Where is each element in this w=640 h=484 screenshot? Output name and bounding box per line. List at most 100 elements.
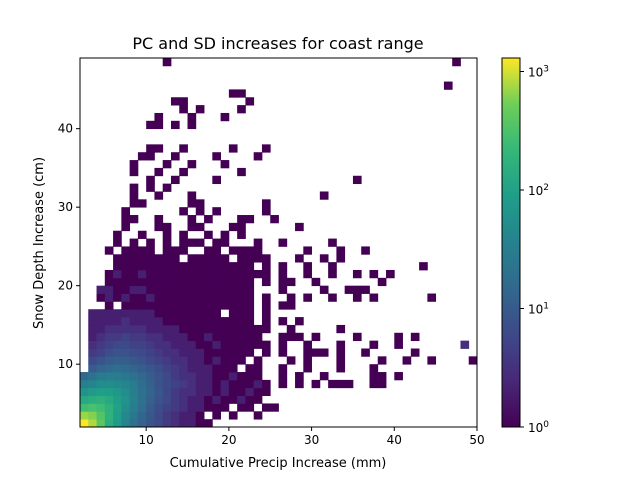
heatmap-cell	[204, 301, 213, 310]
heatmap-cell	[212, 277, 221, 287]
heatmap-cell	[137, 364, 147, 373]
heatmap-cell	[245, 301, 255, 310]
heatmap-cell	[303, 356, 312, 365]
heatmap-cell	[204, 285, 213, 294]
heatmap-cell	[80, 419, 89, 428]
heatmap-cell	[179, 293, 188, 302]
heatmap-cell	[137, 285, 147, 294]
heatmap-cell	[80, 379, 89, 389]
heatmap-cell	[228, 144, 238, 153]
heatmap-cell	[212, 379, 221, 389]
heatmap-cell	[129, 254, 139, 263]
heatmap-cell	[195, 309, 205, 318]
heatmap-cell	[328, 293, 337, 302]
heatmap-cell	[121, 403, 131, 412]
heatmap-cell	[295, 379, 304, 389]
heatmap-cell	[237, 285, 246, 294]
heatmap-cell	[104, 293, 114, 302]
heatmap-cell	[121, 419, 131, 428]
heatmap-cell	[121, 269, 131, 279]
heatmap-cell	[220, 364, 230, 373]
heatmap-cell	[129, 379, 139, 389]
heatmap-cell	[162, 301, 172, 310]
heatmap-cell	[336, 379, 346, 389]
heatmap-cell	[113, 379, 122, 389]
heatmap-cell	[427, 356, 437, 365]
y-axis-label: Snow Depth Increase (cm)	[32, 157, 47, 329]
heatmap-cell	[377, 372, 387, 381]
heatmap-cell	[204, 254, 213, 263]
heatmap-cell	[88, 403, 97, 412]
heatmap-cell	[154, 395, 164, 404]
heatmap-cell	[352, 293, 362, 302]
heatmap-cell	[187, 411, 197, 420]
heatmap-cell	[212, 207, 221, 216]
heatmap-cell	[204, 324, 213, 334]
heatmap-cell	[162, 238, 172, 247]
heatmap-cell	[253, 395, 263, 404]
heatmap-cell	[104, 309, 114, 318]
heatmap-cell	[170, 395, 180, 404]
heatmap-cell	[170, 285, 180, 294]
heatmap-cell	[245, 324, 255, 334]
heatmap-cell	[121, 285, 131, 294]
heatmap-cell	[286, 293, 296, 302]
heatmap-cell	[220, 387, 230, 396]
heatmap-cell	[195, 238, 205, 247]
heatmap-cell	[212, 238, 221, 247]
heatmap-cell	[204, 379, 213, 389]
heatmap-cell	[328, 238, 337, 247]
heatmap-cell	[137, 324, 147, 334]
heatmap-cell	[154, 120, 164, 130]
x-axis: 10 20 30 40 50	[139, 427, 485, 447]
heatmap-cell	[121, 222, 131, 232]
heatmap-cell	[154, 348, 164, 357]
heatmap-cell	[204, 340, 213, 349]
heatmap-cell	[88, 387, 97, 396]
heatmap-cell	[146, 395, 155, 404]
heatmap-cell	[319, 254, 329, 263]
heatmap-cell	[212, 309, 221, 318]
heatmap-cell	[170, 152, 180, 161]
heatmap-cell	[261, 269, 271, 279]
heatmap-cell	[129, 387, 139, 396]
heatmap-cell	[245, 97, 255, 106]
heatmap-cell	[336, 356, 346, 365]
heatmap-cell	[220, 340, 230, 349]
heatmap-cell	[162, 269, 172, 279]
heatmap-cell	[146, 277, 155, 287]
heatmap-cell	[162, 419, 172, 428]
heatmap-cell	[113, 387, 122, 396]
heatmap-cell	[179, 356, 188, 365]
heatmap-cell	[344, 379, 354, 389]
heatmap-cell	[104, 387, 114, 396]
heatmap-cell	[113, 230, 122, 239]
heatmap-cell	[154, 411, 164, 420]
heatmap-cell	[402, 356, 412, 365]
heatmap-cell	[88, 340, 97, 349]
heatmap-cell	[253, 324, 263, 334]
heatmap-cell	[146, 301, 155, 310]
heatmap-cell	[96, 348, 106, 357]
heatmap-cell	[170, 411, 180, 420]
heatmap-cell	[162, 340, 172, 349]
heatmap-cell	[212, 372, 221, 381]
heatmap-cell	[129, 332, 139, 342]
x-tick-label: 20	[221, 433, 236, 447]
heatmap-cell	[245, 340, 255, 349]
heatmap-cell	[96, 285, 106, 294]
heatmap-cell	[170, 97, 180, 106]
heatmap-cell	[104, 411, 114, 420]
heatmap-cell	[96, 364, 106, 373]
heatmap-cell	[220, 254, 230, 263]
heatmap-cell	[113, 395, 122, 404]
heatmap-cell	[154, 144, 164, 153]
heatmap-cell	[253, 356, 263, 365]
heatmap-cell	[286, 277, 296, 287]
heatmap-cell	[195, 419, 205, 428]
heatmap-cell	[237, 246, 246, 255]
heatmap-cell	[443, 81, 453, 90]
heatmap-cell	[228, 387, 238, 396]
heatmap-cell	[369, 372, 379, 381]
heatmap-cell	[113, 332, 122, 342]
